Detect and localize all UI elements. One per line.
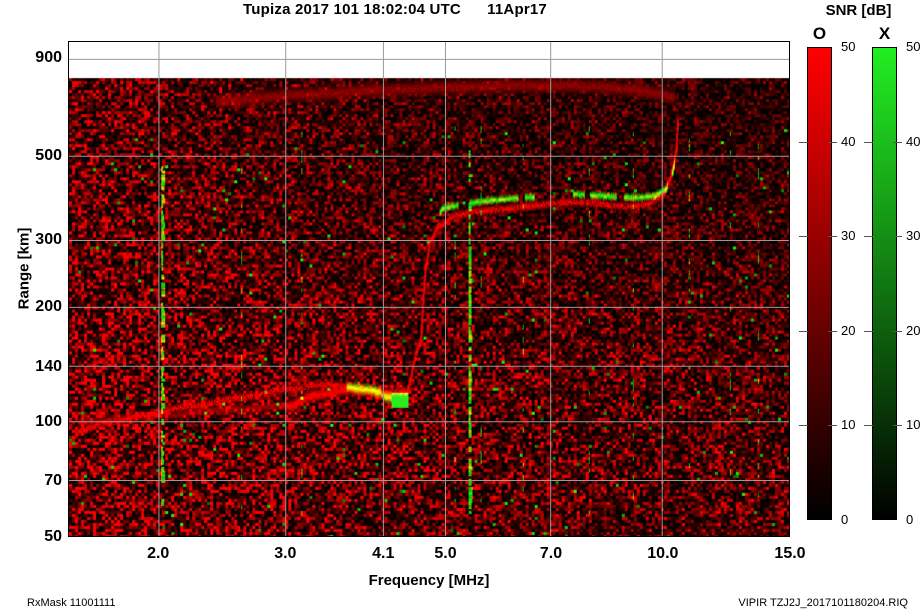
colorbar-x-label: X [878, 24, 891, 43]
colorbar-o-tickmark-l-30 [799, 236, 808, 238]
colorbar-o-tick-30: 30 [841, 228, 856, 244]
colorbar-o-tickmark-30 [828, 236, 837, 238]
y-tick-300: 300 [35, 231, 62, 249]
y-tick-900: 900 [35, 49, 62, 67]
colorbar-o-label: O [812, 24, 827, 43]
ionogram-plot [68, 41, 790, 537]
page-title: Tupiza 2017 101 18:02:04 UTC 11Apr17 [243, 1, 547, 18]
colorbar-x-tick-10: 10 [906, 417, 921, 433]
colorbar-x-tickmark-l-20 [864, 330, 873, 332]
colorbar-o-tickmark-10 [828, 425, 837, 427]
y-tick-500: 500 [35, 146, 62, 164]
colorbar-o-tickmark-20 [828, 330, 837, 332]
colorbar-x-mode [872, 47, 897, 520]
x-tick-7: 7.0 [539, 545, 563, 562]
y-tick-200: 200 [35, 298, 62, 316]
y-tick-140: 140 [35, 357, 62, 375]
colorbar-x-tickmark-40 [893, 141, 902, 143]
footer-rxmask: RxMask 11001111 [27, 597, 116, 609]
colorbar-x-tick-40: 40 [906, 133, 921, 149]
colorbar-x-tickmark-l-40 [864, 141, 873, 143]
x-tick-2: 2.0 [147, 545, 170, 562]
colorbar-x-tickmark-l-10 [864, 425, 873, 427]
colorbar-x-tick-20: 20 [906, 322, 921, 338]
x-tick-3: 3.0 [274, 545, 297, 562]
colorbar-o-mode [807, 47, 832, 520]
colorbar-o-tickmark-l-10 [799, 425, 808, 427]
plot-gridlines [69, 42, 789, 536]
x-tick-4p1: 4.1 [372, 545, 395, 562]
colorbar-x-tick-0: 0 [906, 512, 914, 527]
y-tick-50: 50 [44, 528, 62, 545]
colorbar-o-tick-10: 10 [841, 417, 856, 433]
colorbar-o-tickmark-40 [828, 141, 837, 143]
colorbar-o-tick-20: 20 [841, 322, 856, 338]
x-tick-5: 5.0 [434, 545, 457, 562]
y-axis-ticks: Range [km] 900 500 300 200 140 100 70 50 [0, 0, 63, 614]
ionogram-canvas [69, 42, 789, 536]
colorbar-x-tick-30: 30 [906, 228, 921, 244]
colorbar-title: SNR [dB] [825, 2, 892, 19]
y-tick-100: 100 [35, 413, 62, 431]
colorbar-x-tickmark-10 [893, 425, 902, 427]
colorbar-o-tick-40: 40 [841, 133, 856, 149]
footer-source: VIPIR TZJ2J_2017101180204.RIQ [738, 597, 908, 609]
colorbar-o-tickmark-l-20 [799, 330, 808, 332]
colorbar-x-tick-50: 50 [906, 39, 921, 54]
x-tick-10: 10.0 [647, 545, 679, 562]
colorbar-o-tick-0: 0 [841, 512, 849, 527]
x-tick-15: 15.0 [774, 545, 806, 562]
colorbar-o-tick-50: 50 [841, 39, 856, 54]
y-tick-70: 70 [44, 472, 62, 490]
colorbar-o-tickmark-l-40 [799, 141, 808, 143]
colorbar-x-tickmark-l-30 [864, 236, 873, 238]
x-axis-label: Frequency [MHz] [368, 572, 490, 589]
colorbar-x-tickmark-30 [893, 236, 902, 238]
colorbar-x-tickmark-20 [893, 330, 902, 332]
